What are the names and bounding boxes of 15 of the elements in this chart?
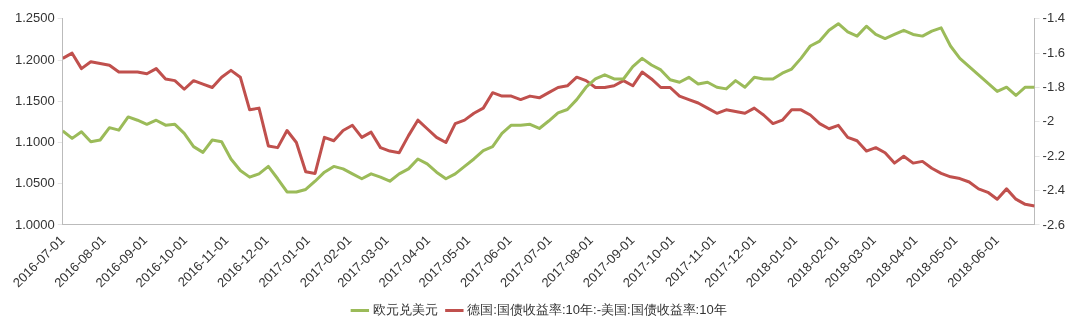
y2-tick-label: -2.6 [1042, 216, 1066, 232]
legend-label: 德国:国债收益率:10年:-美国:国债收益率:10年 [467, 302, 727, 318]
y-tick-label: 1.0500 [15, 175, 55, 191]
y-tick-label: 1.2500 [15, 10, 55, 26]
y2-tick-label: -1.6 [1042, 44, 1066, 60]
y-tick-label: 1.1500 [15, 92, 55, 108]
y-tick-label: 1.0000 [15, 216, 55, 232]
legend-label: 欧元兑美元 [372, 302, 438, 318]
y2-tick-label: -2.2 [1042, 147, 1066, 163]
y-tick-label: 1.1000 [15, 134, 55, 150]
y2-tick-label: -2 [1042, 113, 1055, 129]
y2-tick-label: -1.4 [1042, 10, 1066, 26]
y2-tick-label: -1.8 [1042, 79, 1066, 95]
y2-tick-label: -2.4 [1042, 182, 1066, 198]
y-tick-label: 1.2000 [15, 51, 55, 67]
